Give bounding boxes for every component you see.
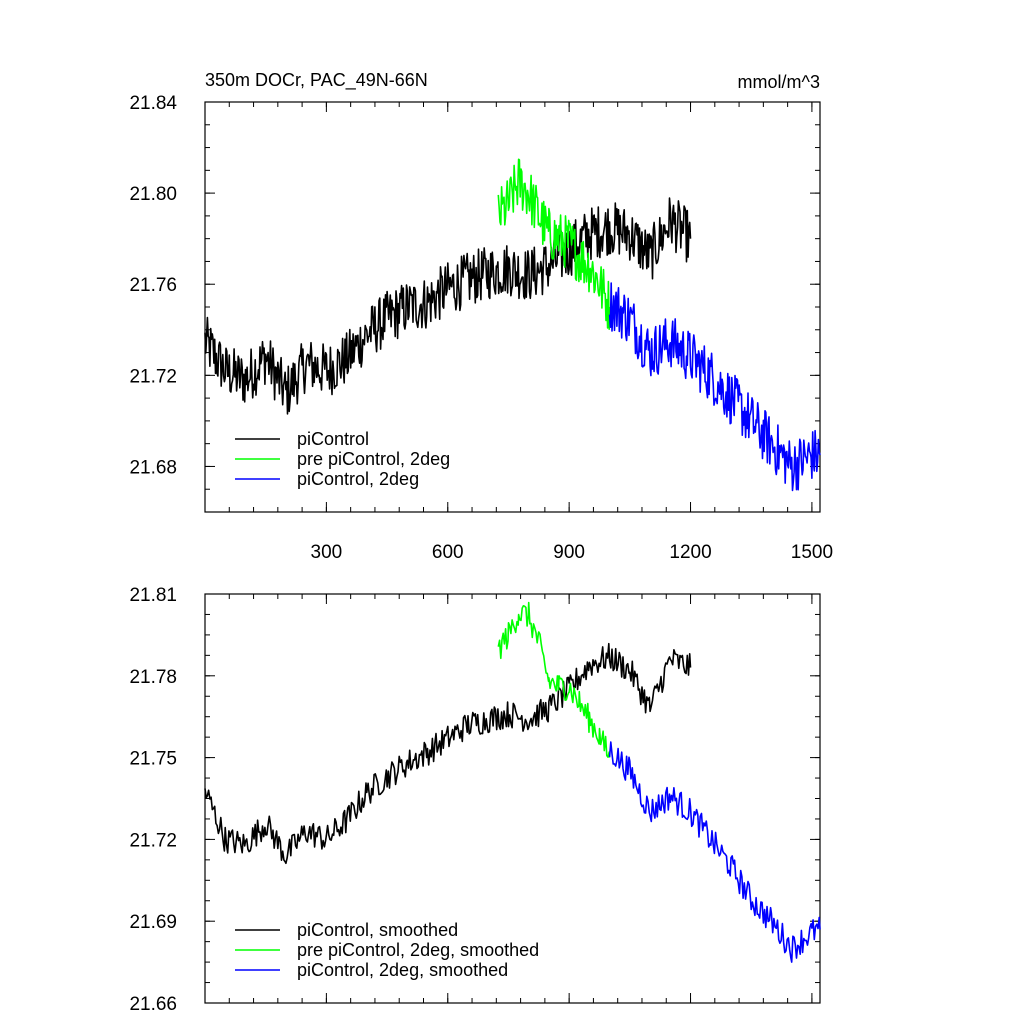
y-tick-label: 21.84 — [129, 93, 177, 114]
series-line — [204, 197, 692, 415]
top-panel: 21.68 21.72 21.76 21.80 21.84 300 600 900 1200 15… — [129, 93, 833, 563]
legend-label: piControl, smoothed — [297, 920, 458, 940]
legend-label: pre piControl, 2deg, smoothed — [297, 940, 539, 960]
x-tick-label: 600 — [432, 542, 464, 563]
legend-label: piControl, 2deg — [297, 469, 419, 489]
y-tick-label: 21.69 — [129, 912, 177, 933]
y-tick-label: 21.78 — [129, 667, 177, 688]
legend-label: piControl, 2deg, smoothed — [297, 960, 508, 980]
chart-title: 350m DOCr, PAC_49N-66N — [205, 70, 428, 91]
series-line — [608, 282, 821, 492]
y-tick-label: 21.81 — [129, 585, 177, 606]
series-line — [497, 158, 611, 331]
y-tick-label: 21.80 — [129, 184, 177, 205]
bottom-panel: 21.66 21.69 21.72 21.75 21.78 21.81 piControl,… — [129, 585, 821, 1015]
legend-label: piControl — [297, 429, 369, 449]
y-tick-label: 21.72 — [129, 830, 177, 851]
x-tick-label: 1200 — [669, 542, 711, 563]
x-tick-label: 1500 — [791, 542, 833, 563]
legend-label: pre piControl, 2deg — [297, 449, 450, 469]
series-line — [497, 601, 611, 758]
y-tick-label: 21.76 — [129, 275, 177, 296]
y-tick-label: 21.68 — [129, 457, 177, 478]
y-tick-label: 21.72 — [129, 366, 177, 387]
x-tick-label: 300 — [311, 542, 343, 563]
units-label: mmol/m^3 — [738, 72, 820, 92]
series-line — [608, 741, 821, 963]
y-tick-label: 21.75 — [129, 749, 177, 770]
y-tick-label: 21.66 — [129, 994, 177, 1015]
series-line — [204, 642, 692, 865]
x-tick-label: 900 — [553, 542, 585, 563]
